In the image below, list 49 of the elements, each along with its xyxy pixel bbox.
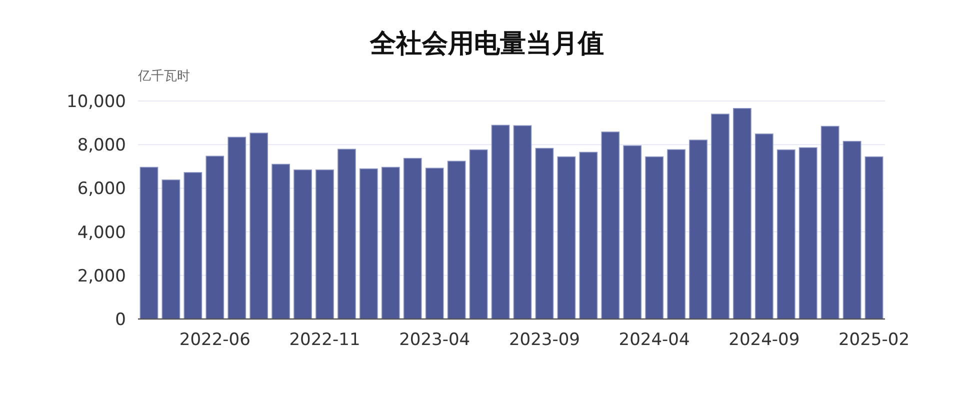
chart-title: 全社会用电量当月值	[369, 29, 604, 59]
bar	[381, 166, 400, 320]
bar	[820, 126, 840, 320]
bar	[535, 148, 554, 320]
bar	[733, 108, 752, 320]
bar	[140, 166, 158, 320]
bar	[184, 172, 202, 320]
bar	[513, 125, 532, 320]
y-tick-label: 2,000	[77, 266, 126, 286]
bar	[667, 149, 686, 320]
bar	[776, 149, 796, 320]
bar	[162, 180, 180, 320]
y-axis-title: 亿千瓦时	[137, 69, 190, 84]
x-tick-label: 2022-11	[289, 330, 360, 350]
x-tick-label: 2024-04	[618, 330, 690, 350]
bar	[469, 149, 488, 320]
bar	[250, 132, 268, 320]
x-tick-label: 2022-06	[179, 330, 250, 350]
bar	[206, 156, 224, 320]
y-tick-label: 4,000	[77, 222, 126, 243]
bar	[689, 140, 708, 320]
bar	[360, 168, 378, 320]
bar	[842, 140, 862, 320]
bar	[798, 147, 818, 320]
bar	[491, 124, 510, 320]
bar	[645, 156, 664, 320]
bar	[403, 158, 422, 320]
bar	[316, 169, 334, 320]
bar	[228, 136, 246, 320]
bar	[338, 148, 356, 320]
bar	[623, 145, 642, 320]
bar	[425, 168, 444, 320]
y-tick-label: 8,000	[77, 136, 126, 156]
bar	[864, 156, 884, 320]
x-tick-label: 2024-09	[728, 330, 800, 350]
bar	[579, 152, 598, 320]
bar	[711, 114, 730, 320]
bar	[272, 164, 290, 320]
y-tick-label: 0	[115, 310, 126, 330]
y-tick-label: 10,000	[66, 92, 126, 112]
bar	[447, 160, 466, 320]
x-tick-label: 2023-09	[508, 330, 580, 350]
bar	[557, 156, 576, 320]
x-tick-label: 2023-04	[399, 330, 470, 350]
bar	[754, 134, 774, 320]
bar	[294, 169, 312, 320]
y-tick-label: 6,000	[77, 179, 126, 200]
bar	[601, 132, 620, 320]
x-tick-label: 2025-02	[838, 330, 910, 350]
